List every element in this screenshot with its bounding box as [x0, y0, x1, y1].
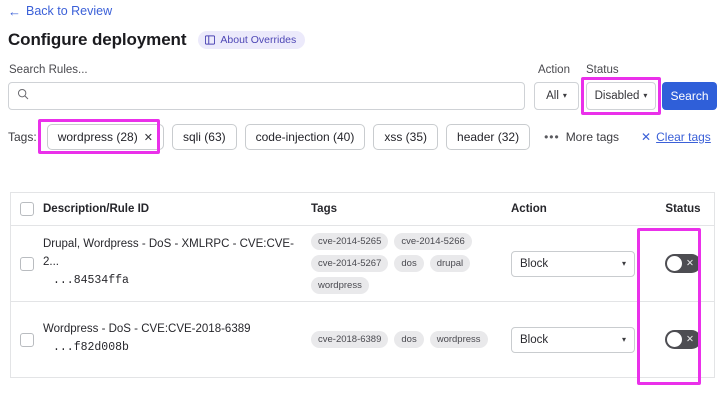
about-overrides-label: About Overrides [220, 34, 297, 46]
rule-status-toggle[interactable]: ✕ [665, 254, 701, 273]
book-icon [205, 35, 216, 45]
tags-label: Tags: [8, 130, 37, 144]
column-header-tags: Tags [311, 203, 337, 215]
tag-chip-label: code-injection (40) [255, 130, 355, 144]
rule-id: ...84534ffa [53, 273, 129, 287]
tag-chip-label: wordpress (28) [57, 130, 138, 144]
row-select-cell [11, 256, 43, 271]
tag-chip-label: header (32) [457, 130, 520, 144]
action-filter-select[interactable]: All ▾ [534, 82, 579, 110]
row-checkbox[interactable] [20, 332, 34, 347]
search-input[interactable] [35, 88, 516, 104]
close-icon: ✕ [686, 333, 694, 345]
status-filter-label: Status [586, 64, 619, 76]
close-icon: ✕ [641, 130, 652, 144]
rule-action-cell: Block ▾ [511, 326, 651, 353]
tag-chip-xss[interactable]: xss (35) [373, 124, 439, 150]
rule-tag-pill: wordpress [311, 277, 369, 294]
chevron-down-icon: ▾ [562, 91, 567, 100]
chevron-down-icon: ▾ [621, 258, 626, 268]
about-overrides-badge[interactable]: About Overrides [198, 31, 306, 49]
toggle-knob [667, 256, 682, 271]
rule-tag-pill: dos [394, 331, 424, 348]
tag-chip-sqli[interactable]: sqli (63) [171, 124, 237, 150]
ellipsis-icon: ••• [544, 130, 560, 144]
rule-action-select[interactable]: Block ▾ [511, 250, 635, 277]
rule-action-value: Block [520, 257, 549, 270]
tag-chip-wordpress[interactable]: wordpress (28) ✕ [46, 124, 164, 150]
column-header-action: Action [511, 203, 547, 215]
rule-status-toggle[interactable]: ✕ [665, 330, 701, 349]
back-to-review-link[interactable]: ← Back to Review [8, 4, 112, 18]
tag-chip-label: xss (35) [384, 130, 428, 144]
close-icon[interactable]: ✕ [143, 131, 153, 144]
toggle-knob [667, 332, 682, 347]
rule-description: Drupal, Wordpress - DoS - XMLRPC - CVE:C… [43, 238, 294, 268]
rule-description: Wordpress - DoS - CVE:CVE-2018-6389 [43, 323, 251, 336]
rule-action-select[interactable]: Block ▾ [511, 326, 635, 353]
select-all-cell [11, 202, 43, 216]
rule-id: ...f82d008b [53, 341, 129, 355]
rule-status-cell: ✕ [651, 330, 715, 349]
tag-chip-code-injection[interactable]: code-injection (40) [244, 124, 366, 150]
clear-tags-label: Clear tags [656, 130, 711, 144]
column-header-status: Status [665, 203, 701, 215]
page-title: Configure deployment [8, 30, 187, 49]
back-to-review-label: Back to Review [26, 4, 113, 18]
rule-status-cell: ✕ [651, 254, 715, 273]
arrow-left-icon: ← [8, 3, 21, 19]
rule-tag-pill: cve-2014-5266 [394, 233, 472, 250]
rule-tags-cell: cve-2018-6389 dos wordpress [311, 325, 511, 354]
chevron-down-icon: ▾ [621, 334, 626, 344]
row-select-cell [11, 332, 43, 347]
rule-tag-pill: drupal [429, 255, 471, 272]
page-header: Configure deployment About Overrides [8, 30, 306, 50]
rule-tags-cell: cve-2014-5265 cve-2014-5266 cve-2014-526… [311, 227, 511, 300]
close-icon: ✕ [686, 257, 694, 269]
search-icon [17, 87, 29, 105]
rule-tag-pill: wordpress [429, 331, 488, 348]
action-filter-label: Action [538, 64, 570, 76]
status-filter-select[interactable]: Disabled ▾ [586, 82, 656, 110]
column-header-description: Description/Rule ID [43, 203, 150, 215]
rule-tag-pill: cve-2014-5267 [311, 255, 389, 272]
clear-tags-button[interactable]: ✕ Clear tags [641, 130, 711, 144]
search-button[interactable]: Search [662, 82, 717, 110]
rule-tag-pill: dos [394, 255, 424, 272]
tags-filter-row: Tags: wordpress (28) ✕ sqli (63) code-in… [8, 122, 711, 152]
row-checkbox[interactable] [20, 256, 34, 271]
table-row: Drupal, Wordpress - DoS - XMLRPC - CVE:C… [11, 226, 714, 302]
tag-chip-label: sqli (63) [182, 130, 226, 144]
rule-tag-pill: cve-2014-5265 [311, 233, 389, 250]
table-row: Wordpress - DoS - CVE:CVE-2018-6389 ...f… [11, 302, 714, 378]
rules-table: Description/Rule ID Tags Action Status D… [10, 192, 715, 378]
action-filter-value: All [546, 90, 559, 102]
search-rules-label: Search Rules... [9, 64, 88, 76]
status-filter-value: Disabled [594, 90, 640, 102]
chevron-down-icon: ▾ [643, 91, 648, 100]
table-header-row: Description/Rule ID Tags Action Status [11, 193, 714, 226]
rule-description-cell: Drupal, Wordpress - DoS - XMLRPC - CVE:C… [43, 236, 311, 290]
more-tags-button[interactable]: ••• More tags [544, 130, 619, 144]
rule-tag-pill: cve-2018-6389 [311, 331, 389, 348]
rule-description-cell: Wordpress - DoS - CVE:CVE-2018-6389 ...f… [43, 321, 311, 358]
tag-chip-header[interactable]: header (32) [446, 124, 531, 150]
select-all-checkbox[interactable] [20, 202, 34, 216]
search-input-wrapper[interactable] [8, 82, 525, 110]
more-tags-label: More tags [565, 130, 620, 144]
rule-action-cell: Block ▾ [511, 250, 651, 277]
rule-action-value: Block [520, 333, 549, 346]
